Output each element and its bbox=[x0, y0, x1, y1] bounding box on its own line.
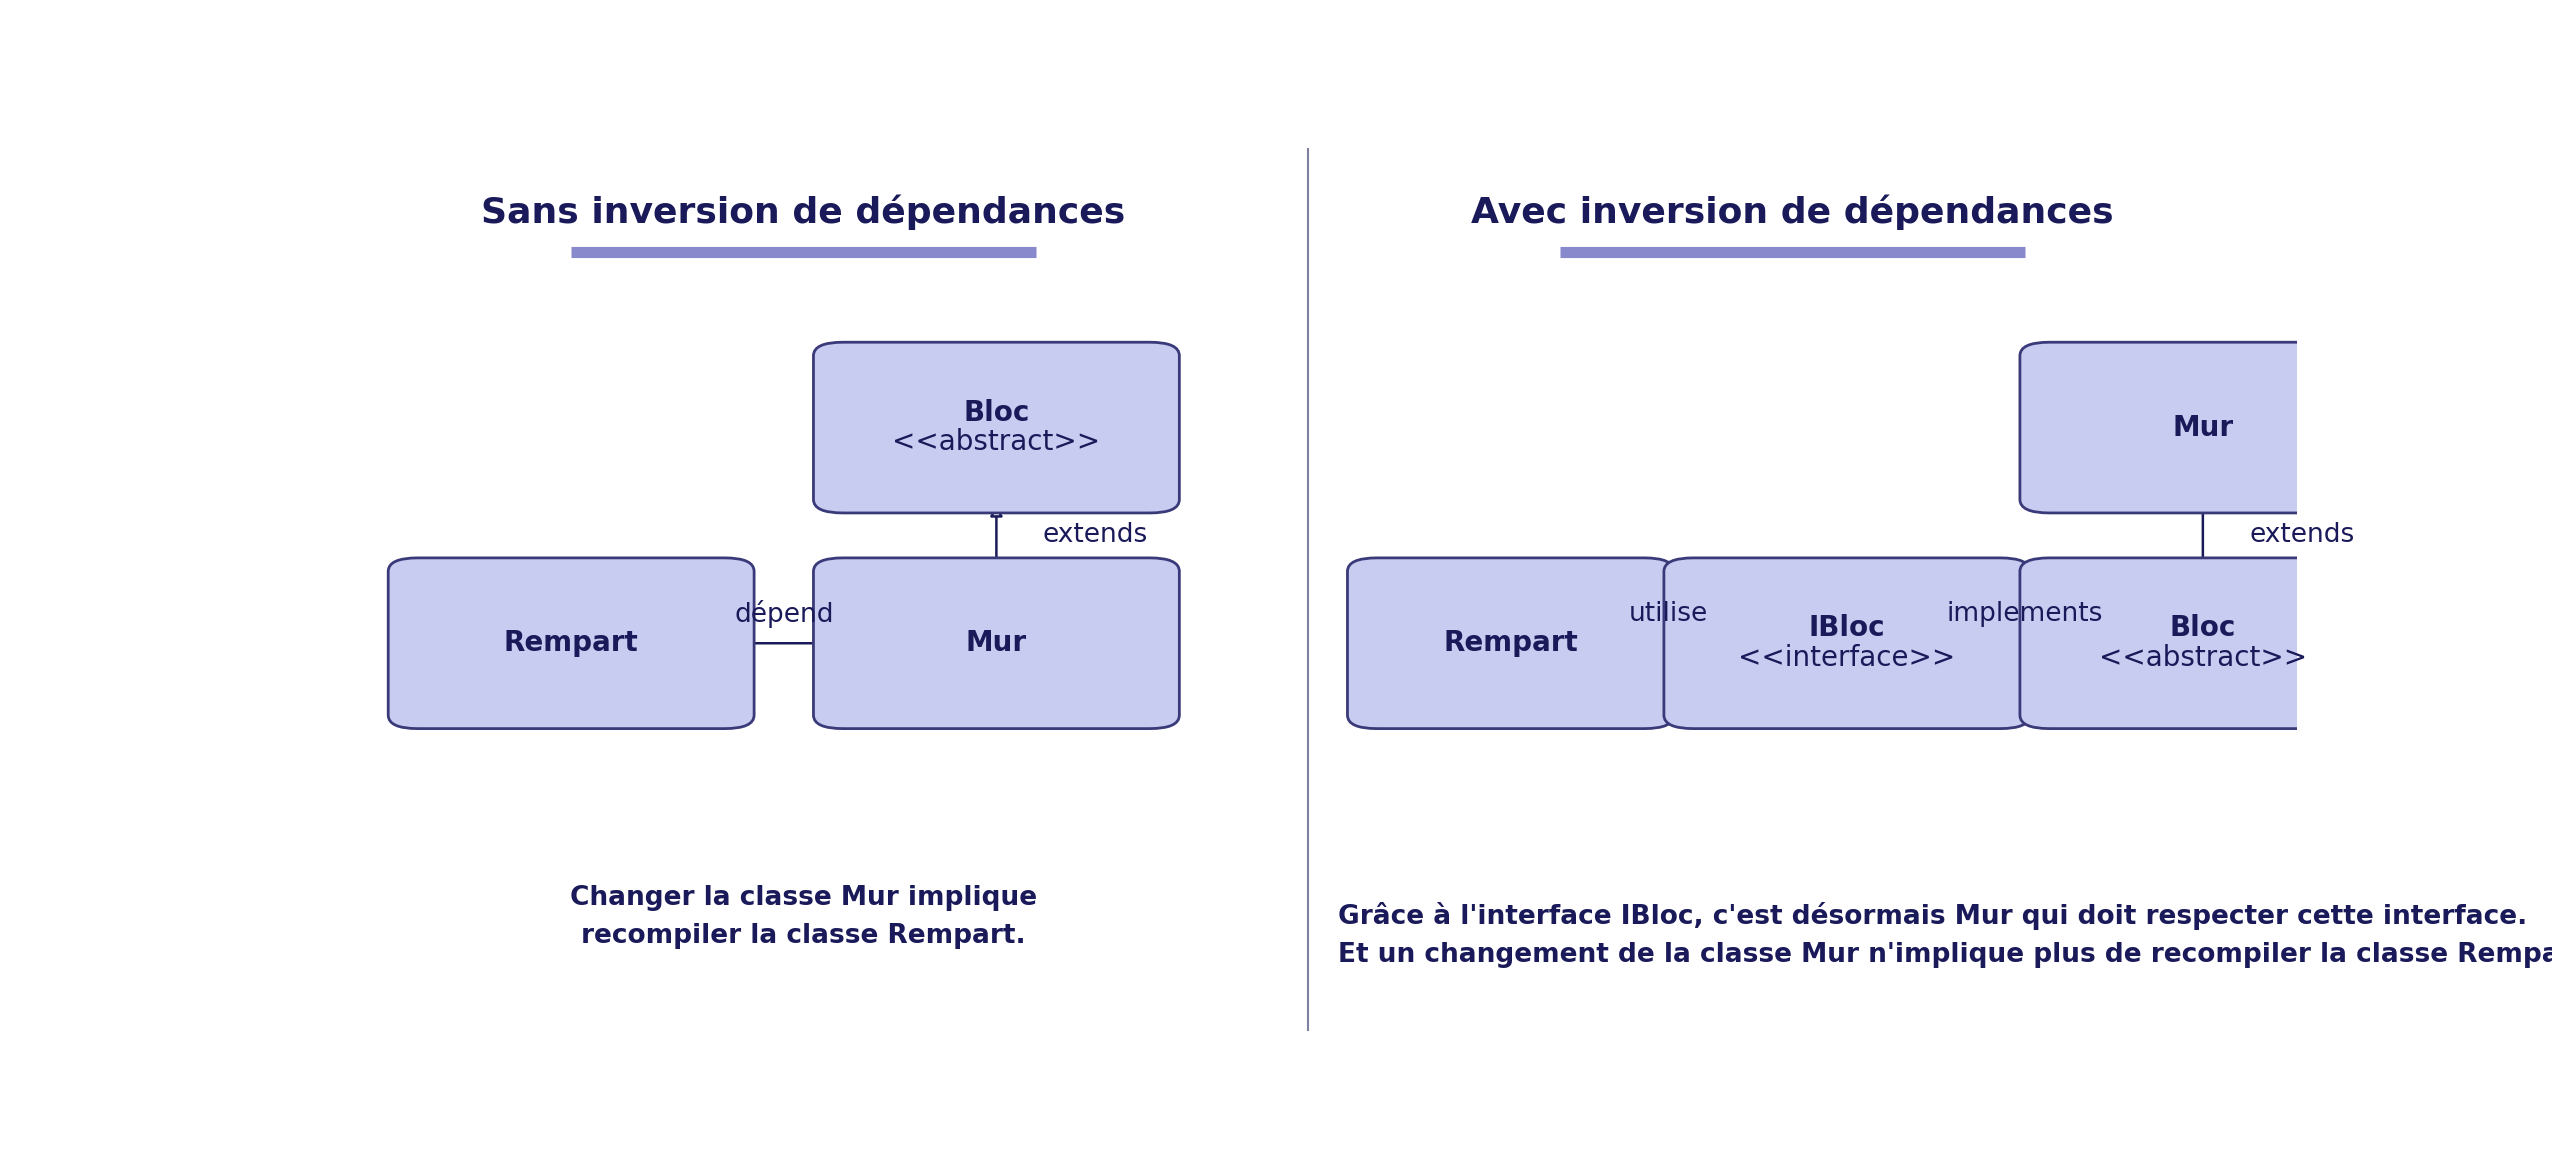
FancyBboxPatch shape bbox=[1664, 558, 2029, 728]
Text: <<abstract>>: <<abstract>> bbox=[893, 428, 1100, 456]
Text: Bloc: Bloc bbox=[2169, 614, 2236, 642]
Text: utilise: utilise bbox=[1628, 601, 1707, 628]
Text: Mur: Mur bbox=[2172, 413, 2233, 441]
FancyBboxPatch shape bbox=[2021, 558, 2386, 728]
Text: <<interface>>: <<interface>> bbox=[1738, 644, 1955, 672]
Text: Avec inversion de dépendances: Avec inversion de dépendances bbox=[1470, 195, 2113, 230]
Text: Sans inversion de dépendances: Sans inversion de dépendances bbox=[482, 195, 1125, 230]
Text: Rempart: Rempart bbox=[1444, 629, 1577, 657]
FancyBboxPatch shape bbox=[2021, 342, 2386, 513]
Text: implements: implements bbox=[1947, 601, 2103, 628]
Text: extends: extends bbox=[1044, 523, 1148, 548]
Text: dépend: dépend bbox=[735, 601, 835, 629]
Text: Bloc: Bloc bbox=[962, 399, 1028, 427]
Text: Rempart: Rempart bbox=[503, 629, 638, 657]
Text: Changer la classe Mur implique
recompiler la classe Rempart.: Changer la classe Mur implique recompile… bbox=[569, 886, 1036, 949]
FancyBboxPatch shape bbox=[814, 342, 1179, 513]
FancyBboxPatch shape bbox=[1347, 558, 1674, 728]
Text: <<abstract>>: <<abstract>> bbox=[2098, 644, 2307, 672]
Text: Grâce à l'interface IBloc, c'est désormais Mur qui doit respecter cette interfac: Grâce à l'interface IBloc, c'est désorma… bbox=[1337, 902, 2552, 969]
Text: Mur: Mur bbox=[965, 629, 1026, 657]
FancyBboxPatch shape bbox=[388, 558, 755, 728]
FancyBboxPatch shape bbox=[814, 558, 1179, 728]
Text: IBloc: IBloc bbox=[1809, 614, 1886, 642]
Text: extends: extends bbox=[2248, 523, 2355, 548]
